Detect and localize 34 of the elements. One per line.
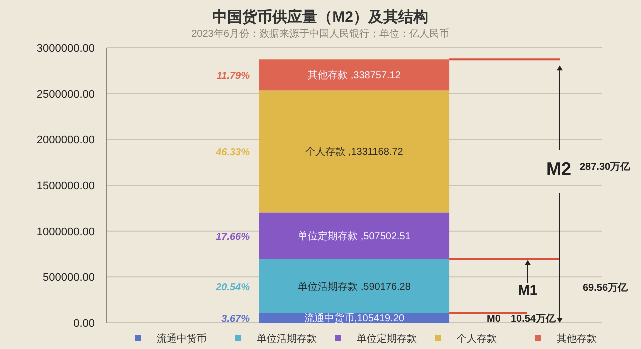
data-label: 流通中货币,105419.20 — [304, 312, 405, 325]
y-tick-label: 500000.00 — [43, 272, 95, 284]
y-tick-label: 3000000.00 — [36, 43, 95, 55]
ref-line-label: M0 — [487, 314, 502, 325]
bar — [259, 212, 450, 260]
annotation: 69.56万亿 — [583, 282, 630, 294]
chart-title: 中国货币供应量（M2）及其结构 — [212, 8, 428, 26]
data-label: 其他存款 ,338757.12 — [308, 70, 402, 82]
y-tick-label: 1500000.00 — [36, 180, 95, 192]
annotation: 46.33% — [215, 148, 250, 159]
ref-line-label: M2 — [546, 159, 572, 179]
y-tick-label: 0.00 — [74, 318, 95, 330]
y-tick-label: 1000000.00 — [36, 226, 95, 238]
annotation: 11.79% — [216, 71, 250, 82]
chart-subtitle: 2023年6月份：数据来源于中国人民银行；单位：亿人民币 — [192, 28, 450, 40]
legend-label: 流通中货币 — [157, 333, 207, 345]
annotation: 287.30万亿 — [580, 161, 632, 173]
legend-label: 单位活期存款 — [257, 333, 317, 345]
legend-label: 其他存款 — [557, 333, 597, 345]
legend-label: 单位定期存款 — [357, 333, 417, 345]
legend-label: 个人存款 — [457, 333, 497, 345]
annotation: 17.66% — [216, 232, 250, 243]
bar — [259, 259, 450, 314]
data-label: 个人存款 ,1331168.72 — [306, 146, 404, 158]
bar — [259, 60, 450, 91]
annotation: 10.54万亿 — [510, 313, 557, 325]
y-tick-label: 2500000.00 — [36, 88, 95, 101]
bar — [259, 90, 450, 213]
ref-line-label: M1 — [518, 282, 538, 298]
data-label: 单位定期存款 ,507502.51 — [298, 230, 412, 242]
data-label: 单位活期存款 ,590176.28 — [298, 280, 412, 293]
annotation: 20.54% — [215, 282, 250, 294]
y-tick-label: 2000000.00 — [36, 134, 95, 147]
annotation: 3.67% — [222, 314, 250, 326]
